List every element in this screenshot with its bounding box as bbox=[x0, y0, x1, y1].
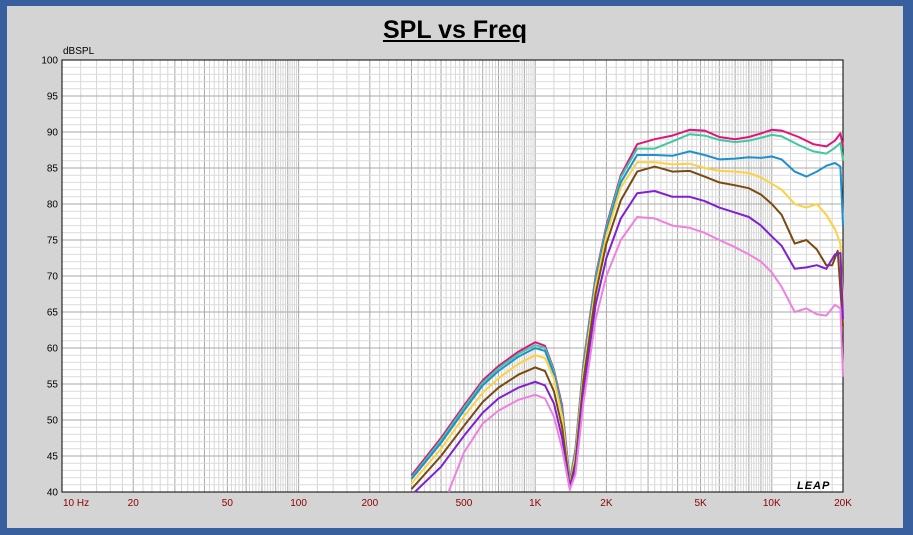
y-tick-label: 70 bbox=[47, 272, 59, 283]
y-tick-label: 85 bbox=[47, 164, 59, 175]
x-tick-label: 20K bbox=[834, 498, 852, 509]
y-tick-label: 40 bbox=[47, 488, 59, 499]
series-line-7 bbox=[447, 216, 844, 493]
series-line-1 bbox=[410, 128, 844, 483]
y-tick-label: 100 bbox=[41, 56, 58, 67]
x-tick-label: 100 bbox=[290, 498, 307, 509]
y-tick-label: 55 bbox=[47, 380, 59, 391]
y-tick-label: 75 bbox=[47, 236, 59, 247]
series-line-3 bbox=[410, 150, 844, 486]
y-axis-label: dBSPL bbox=[63, 46, 95, 57]
leap-logo: LEAP bbox=[797, 480, 831, 492]
window-bottom-border bbox=[7, 528, 903, 535]
chart-window: SPL vs Freq 40 45 50 55 60 65 70 75 80 85 90 95 100 1… bbox=[7, 6, 903, 528]
x-tick-label: 50 bbox=[222, 498, 234, 509]
plot-border bbox=[61, 59, 844, 493]
x-tick-label: 2K bbox=[600, 498, 613, 509]
x-tick-label: 1K bbox=[529, 498, 542, 509]
x-tick-label: 10 Hz bbox=[63, 498, 89, 509]
x-tick-label: 200 bbox=[361, 498, 378, 509]
y-tick-label: 65 bbox=[47, 308, 59, 319]
y-tick-label: 80 bbox=[47, 200, 59, 211]
spl-chart: 40 45 50 55 60 65 70 75 80 85 90 95 100 10 Hz 20 50 100 2… bbox=[41, 46, 852, 509]
y-tick-label: 95 bbox=[47, 92, 59, 103]
y-tick-label: 90 bbox=[47, 128, 59, 139]
x-tick-label: 5K bbox=[694, 498, 707, 509]
x-tick-label: 500 bbox=[456, 498, 473, 509]
y-tick-label: 60 bbox=[47, 344, 59, 355]
x-tick-label: 20 bbox=[128, 498, 140, 509]
y-tick-label: 50 bbox=[47, 416, 59, 427]
chart-title: SPL vs Freq bbox=[382, 16, 528, 44]
series-line-6 bbox=[414, 190, 844, 493]
series-line-4 bbox=[410, 161, 844, 487]
series-line-2 bbox=[410, 133, 844, 484]
series-line-5 bbox=[410, 165, 844, 490]
y-tick-label: 45 bbox=[47, 452, 59, 463]
x-tick-label: 10K bbox=[763, 498, 781, 509]
